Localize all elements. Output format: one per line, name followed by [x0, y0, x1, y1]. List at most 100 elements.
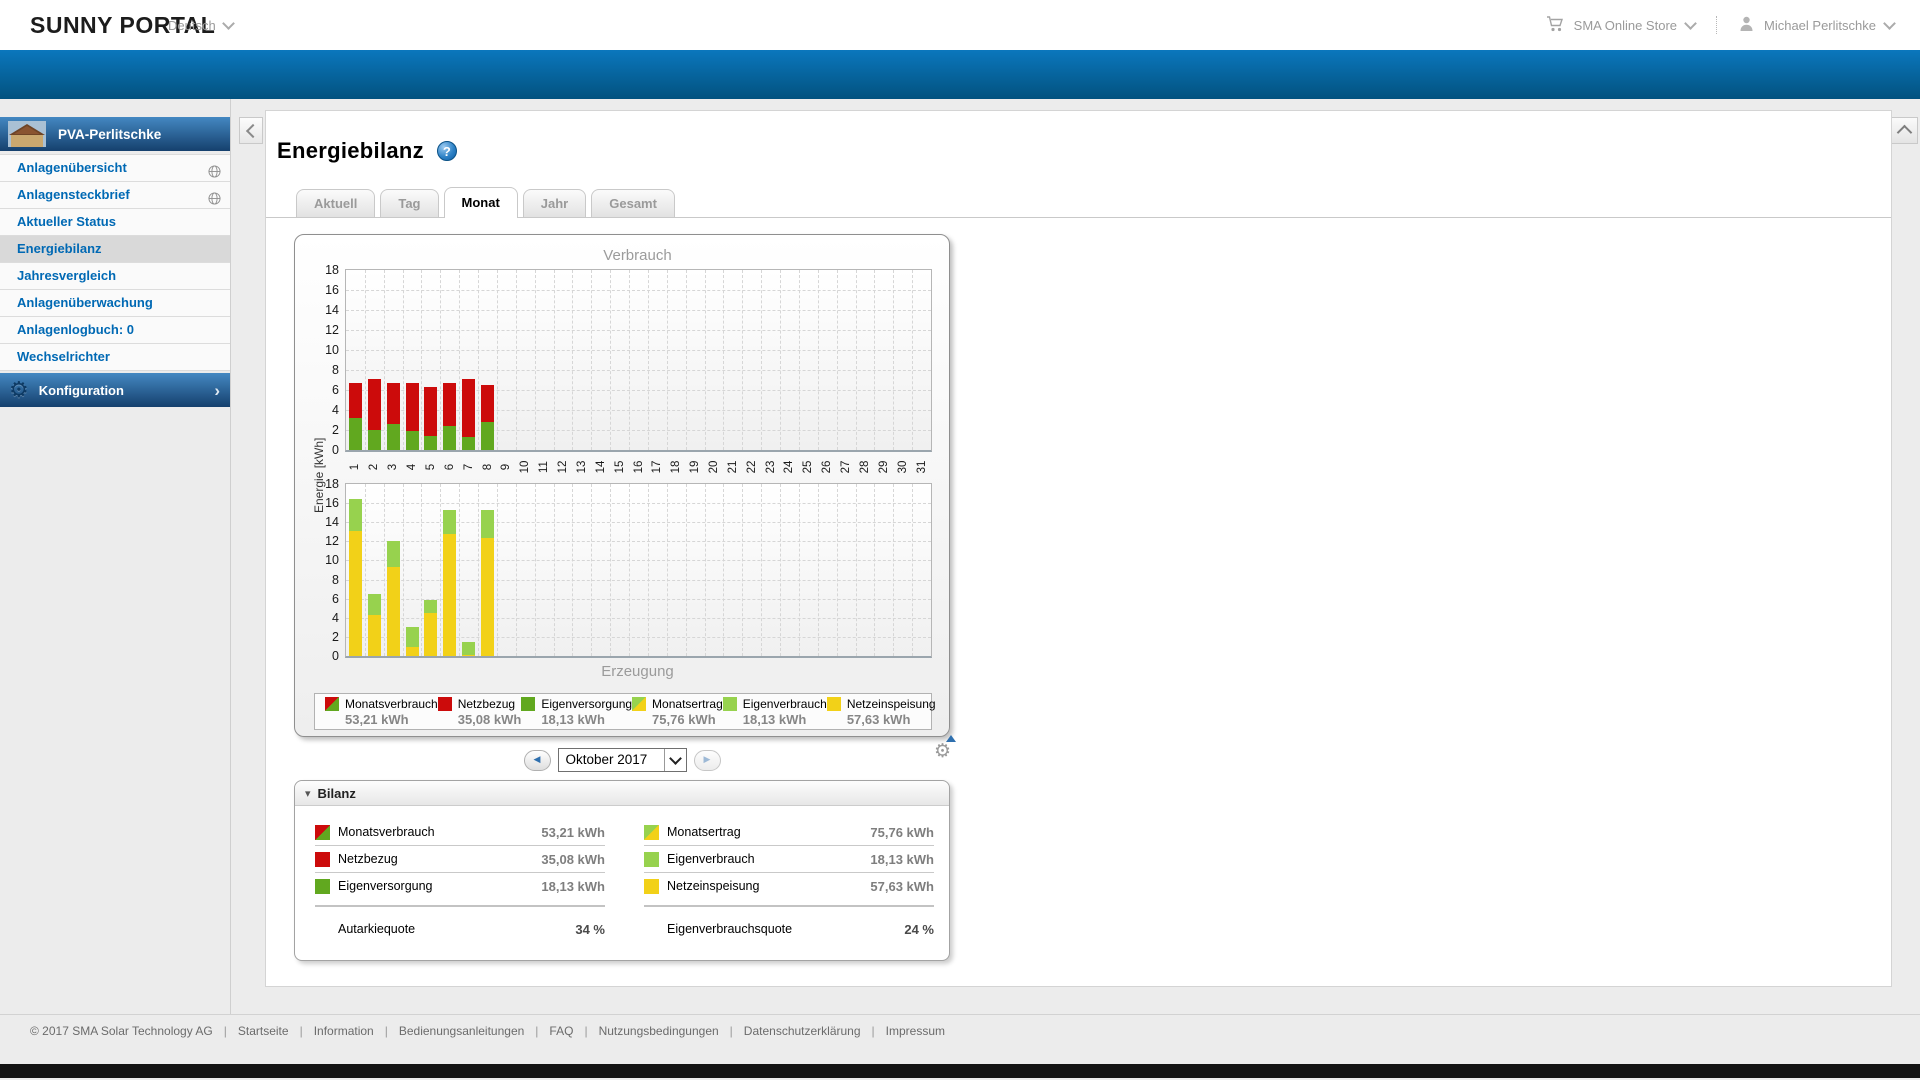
footer-link-startseite[interactable]: Startseite [237, 1024, 289, 1038]
footer-link-nutzungsbedingungen[interactable]: Nutzungsbedingungen [598, 1024, 719, 1038]
bar-segment-netzeinspeisung [424, 613, 438, 656]
gridline [704, 484, 706, 656]
sidebar-item-jahresvergleich[interactable]: Jahresvergleich [0, 263, 230, 290]
gridline [515, 484, 517, 656]
month-select[interactable]: Oktober 2017 [557, 748, 687, 772]
x-axis-tick: 14 [594, 460, 607, 474]
gridline [629, 484, 631, 656]
sidebar-item-aktueller-status[interactable]: Aktueller Status [0, 209, 230, 236]
tab-gesamt[interactable]: Gesamt [591, 189, 675, 217]
arrow-left-icon: ◀ [533, 754, 541, 765]
bilanz-header[interactable]: ▾ Bilanz [295, 781, 949, 806]
footer-link-datenschutzerklaerung[interactable]: Datenschutzerklärung [743, 1024, 861, 1038]
bar-segment-netzbezug [367, 379, 381, 430]
y-axis-tick: 16 [325, 283, 339, 297]
tab-tag[interactable]: Tag [380, 189, 439, 217]
gridline [346, 636, 931, 638]
top-bar: SUNNY PORTAL Deutsch SMA Online Store Mi… [0, 0, 1920, 50]
plant-header[interactable]: PVA-Perlitschke [0, 117, 230, 151]
y-axis-tick: 6 [332, 383, 339, 397]
tab-aktuell[interactable]: Aktuell [296, 189, 376, 217]
chart-title-verbrauch: Verbrauch [603, 247, 672, 264]
gridline [817, 270, 819, 450]
bar-segment-eigenverbrauch [348, 499, 362, 531]
next-month-button[interactable]: ▶ [693, 749, 721, 771]
gridline [817, 484, 819, 656]
gridline [685, 484, 687, 656]
publish-arrow-icon [946, 735, 957, 742]
x-axis-tick: 26 [821, 460, 834, 474]
x-axis-tick: 28 [858, 460, 871, 474]
language-dropdown[interactable]: Deutsch [168, 17, 235, 33]
gridline [346, 430, 931, 431]
gridline [647, 484, 649, 656]
y-axis-tick: 14 [325, 303, 339, 317]
x-axis-tick: 20 [707, 460, 720, 474]
x-axis-tick: 10 [519, 460, 532, 474]
gridline [459, 484, 461, 656]
previous-month-button[interactable]: ◀ [523, 749, 551, 771]
sidebar-collapse-button[interactable] [239, 117, 263, 144]
bar-segment-eigenverbrauch [367, 593, 381, 615]
sidebar-item-energiebilanz[interactable]: Energiebilanz [0, 236, 230, 263]
gridline [723, 484, 725, 656]
sidebar-item-anlagensteckbrief[interactable]: Anlagensteckbrief [0, 182, 230, 209]
x-axis-tick: 27 [840, 460, 853, 474]
bar-segment-netzbezug [443, 383, 457, 426]
gridline [572, 484, 574, 656]
gridline [666, 484, 668, 656]
chart-settings-gear-icon[interactable]: ⚙ [934, 735, 957, 762]
gridline [761, 484, 763, 656]
bilanz-row-eigenverbrauchsquote: Eigenverbrauchsquote 24 % [667, 921, 934, 937]
plant-name: PVA-Perlitschke [58, 126, 162, 142]
content-panel: Energiebilanz ? Aktuell Tag Monat Jahr G… [265, 110, 1892, 987]
footer-link-faq[interactable]: FAQ [549, 1024, 574, 1038]
gridline [742, 270, 744, 450]
footer-link-impressum[interactable]: Impressum [885, 1024, 945, 1038]
bilanz-row-netzbezug: Netzbezug 35,08 kWh [315, 846, 605, 873]
gridline [855, 484, 857, 656]
swatch-eigenversorgung [315, 878, 330, 894]
footer: © 2017 SMA Solar Technology AG | Startsei… [30, 1024, 945, 1038]
gridline [459, 270, 461, 450]
bar-segment-eigenversorgung [443, 426, 457, 450]
bilanz-row-monatsertrag: Monatsertrag 75,76 kWh [644, 819, 934, 846]
erzeugung-chart: 18 16 14 12 10 8 6 4 2 0 [325, 477, 932, 663]
gridline [912, 484, 914, 656]
gridline [421, 270, 423, 450]
bilanz-separator [644, 905, 934, 907]
tab-jahr[interactable]: Jahr [522, 189, 587, 217]
gridline [346, 560, 931, 562]
gridline [742, 484, 744, 656]
sidebar-item-konfiguration[interactable]: ⚙ Konfiguration › [0, 373, 230, 407]
legend-eigenversorgung: Eigenversorgung 18,13 kWh [521, 696, 632, 727]
footer-link-bedienungsanleitungen[interactable]: Bedienungsanleitungen [398, 1024, 525, 1038]
sidebar-item-anlagenlogbuch[interactable]: Anlagenlogbuch: 0 [0, 317, 230, 344]
tab-monat[interactable]: Monat [443, 187, 518, 218]
language-label: Deutsch [168, 18, 216, 33]
bilanz-row-monatsverbrauch: Monatsverbrauch 53,21 kWh [315, 819, 605, 846]
gridline [364, 270, 366, 450]
x-axis-tick: 19 [689, 460, 702, 474]
scroll-top-button[interactable] [1891, 117, 1918, 144]
store-menu[interactable]: SMA Online Store [1573, 17, 1677, 33]
help-icon[interactable]: ? [436, 141, 457, 161]
sidebar-item-anlagenuebersicht[interactable]: Anlagenübersicht [0, 155, 230, 182]
sidebar-item-anlagenueberwachung[interactable]: Anlagenüberwachung [0, 290, 230, 317]
sidebar-item-wechselrichter[interactable]: Wechselrichter [0, 344, 230, 371]
gridline [893, 270, 895, 450]
bar-segment-netzeinspeisung [405, 647, 419, 656]
gridline [798, 270, 800, 450]
gridline [591, 484, 593, 656]
y-axis-tick: 18 [325, 477, 339, 491]
gridline [553, 484, 555, 656]
x-axis-tick: 12 [557, 460, 570, 474]
bar-segment-eigenversorgung [462, 437, 476, 450]
user-menu[interactable]: Michael Perlitschke [1764, 17, 1876, 33]
bilanz-panel: ▾ Bilanz Monatsverbrauch 53,21 kWh Netzb… [294, 780, 950, 961]
globe-icon [208, 161, 221, 187]
gridline [912, 270, 914, 450]
footer-link-information[interactable]: Information [313, 1024, 374, 1038]
verbrauch-chart: 18 16 14 12 10 8 6 4 2 0 1 2 3 4 5 6 7 8 9 10 11 12 13 14 15 16 17… [325, 263, 932, 473]
gridline [629, 270, 631, 450]
